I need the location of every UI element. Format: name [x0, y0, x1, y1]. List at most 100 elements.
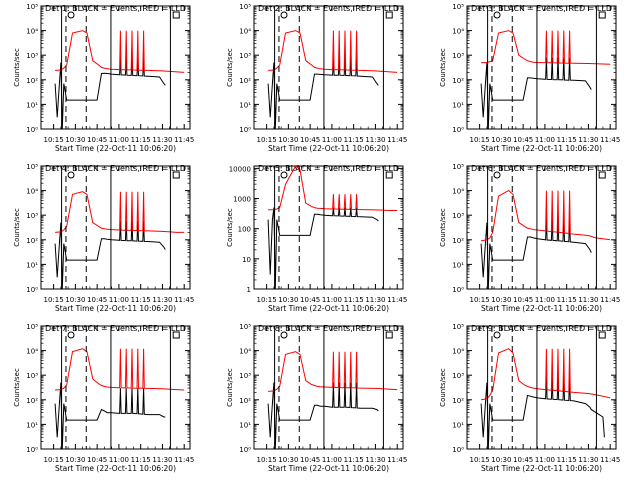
y-tick-label: 10¹: [26, 421, 38, 429]
plot-area: [480, 6, 611, 129]
marker-open-square: [172, 171, 180, 179]
chart-panel-6: Det 6: BLACK = Events, RED = LLD 10⁰ 10¹ 10…: [439, 163, 620, 313]
y-tick-label: 10²: [452, 77, 464, 85]
x-tick-label: 10:15: [257, 296, 277, 304]
y-tick-label: 10¹: [26, 101, 38, 109]
x-tick-label: 11:15: [131, 456, 151, 464]
y-tick-label: 10: [242, 256, 251, 264]
panel-title: Det 2: BLACK = Events, RED = LLD: [258, 4, 399, 13]
x-tick-label: 10:45: [87, 136, 107, 144]
plot-area: [480, 326, 611, 449]
x-tick-label: 10:45: [300, 296, 320, 304]
x-axis-label: Start Time (22-Oct-11 10:06:20): [55, 464, 176, 473]
plot-area: [54, 326, 185, 449]
x-tick-label: 10:15: [44, 296, 64, 304]
x-tick-label: 11:30: [578, 296, 598, 304]
x-tick-label: 10:30: [65, 456, 85, 464]
y-tick-label: 10⁵: [452, 163, 464, 171]
series-line-lld: [268, 351, 398, 392]
y-tick-label: 10¹: [452, 261, 464, 269]
y-tick-label: 10⁰: [452, 286, 464, 294]
x-tick-label: 10:30: [278, 136, 298, 144]
x-axis-label: Start Time (22-Oct-11 10:06:20): [55, 304, 176, 313]
x-tick-label: 11:45: [387, 296, 407, 304]
x-axis-label: Start Time (22-Oct-11 10:06:20): [481, 464, 602, 473]
x-tick-label: 11:30: [152, 456, 172, 464]
plot-frame: [466, 5, 617, 130]
x-tick-label: 11:00: [535, 456, 555, 464]
y-axis-label: Counts/sec: [439, 208, 447, 247]
plot-frame: [40, 165, 191, 290]
y-axis-label: Counts/sec: [13, 48, 21, 87]
x-tick-label: 11:15: [131, 296, 151, 304]
x-tick-label: 11:15: [557, 456, 577, 464]
y-tick-label: 10⁴: [26, 348, 38, 356]
plot-area: [267, 166, 398, 289]
chart-panel-9: Det 9: BLACK = Events, RED = LLD 10⁰ 10¹ 10…: [439, 323, 620, 473]
y-tick-label: 10³: [452, 372, 464, 380]
panel-title: Det 4: BLACK = Events, RED = LLD: [45, 164, 186, 173]
y-tick-label: 10⁴: [239, 28, 251, 36]
plot-frame: [40, 5, 191, 130]
marker-open-square: [172, 331, 180, 339]
y-tick-label: 10⁵: [239, 3, 251, 11]
panel-title: Det 6: BLACK = Events, RED = LLD: [471, 164, 612, 173]
y-tick-label: 10²: [239, 397, 251, 405]
x-tick-label: 10:45: [300, 456, 320, 464]
y-tick-label: 10⁰: [26, 446, 38, 454]
panel-title: Det 9: BLACK = Events, RED = LLD: [471, 324, 612, 333]
y-tick-label: 10²: [239, 77, 251, 85]
chart-panel-4: Det 4: BLACK = Events, RED = LLD 10⁰ 10¹ 10…: [13, 163, 194, 313]
marker-open-square: [172, 11, 180, 19]
x-tick-label: 11:30: [152, 136, 172, 144]
x-axis-label: Start Time (22-Oct-11 10:06:20): [268, 464, 389, 473]
y-tick-label: 10¹: [26, 261, 38, 269]
marker-open-circle: [280, 171, 288, 179]
x-tick-label: 11:15: [131, 136, 151, 144]
marker-open-circle: [493, 11, 501, 19]
y-tick-label: 10¹: [239, 101, 251, 109]
y-axis-label: Counts/sec: [439, 48, 447, 87]
marker-open-square: [598, 331, 606, 339]
marker-open-square: [385, 331, 393, 339]
x-tick-label: 10:45: [300, 136, 320, 144]
x-tick-label: 10:30: [65, 136, 85, 144]
plot-area: [267, 6, 398, 129]
series-line-lld: [481, 30, 611, 65]
series-line-lld: [55, 191, 185, 233]
y-tick-label: 10⁵: [26, 323, 38, 331]
y-tick-label: 10³: [452, 52, 464, 60]
y-tick-label: 1000: [233, 196, 251, 204]
x-tick-label: 11:15: [344, 136, 364, 144]
x-tick-label: 11:00: [322, 136, 342, 144]
series-line-lld: [268, 166, 398, 211]
chart-panel-2: Det 2: BLACK = Events, RED = LLD 10⁰ 10¹ 10…: [226, 3, 407, 153]
panel-title: Det 3: BLACK = Events, RED = LLD: [471, 4, 612, 13]
marker-open-square: [385, 11, 393, 19]
x-tick-label: 11:30: [365, 456, 385, 464]
y-tick-label: 10³: [239, 52, 251, 60]
plot-area: [54, 6, 185, 129]
marker-open-circle: [67, 11, 75, 19]
y-tick-label: 10⁴: [239, 348, 251, 356]
plot-area: [54, 166, 185, 289]
x-tick-label: 11:45: [387, 456, 407, 464]
x-tick-label: 11:00: [109, 456, 129, 464]
series-line-lld: [481, 348, 611, 401]
y-axis-label: Counts/sec: [226, 48, 234, 87]
series-line-lld: [481, 189, 611, 242]
y-axis-label: Counts/sec: [226, 368, 234, 407]
series-line-lld: [55, 30, 185, 73]
x-tick-label: 11:00: [322, 296, 342, 304]
x-tick-label: 11:15: [557, 296, 577, 304]
series-line-events: [267, 57, 379, 129]
y-tick-label: 10⁰: [26, 286, 38, 294]
series-line-lld: [268, 30, 398, 73]
y-tick-label: 10²: [26, 237, 38, 245]
x-tick-label: 11:30: [152, 296, 172, 304]
y-tick-label: 10⁵: [239, 323, 251, 331]
x-tick-label: 10:30: [65, 296, 85, 304]
plot-frame: [253, 5, 404, 130]
x-tick-label: 10:45: [513, 296, 533, 304]
y-axis-label: Counts/sec: [13, 368, 21, 407]
